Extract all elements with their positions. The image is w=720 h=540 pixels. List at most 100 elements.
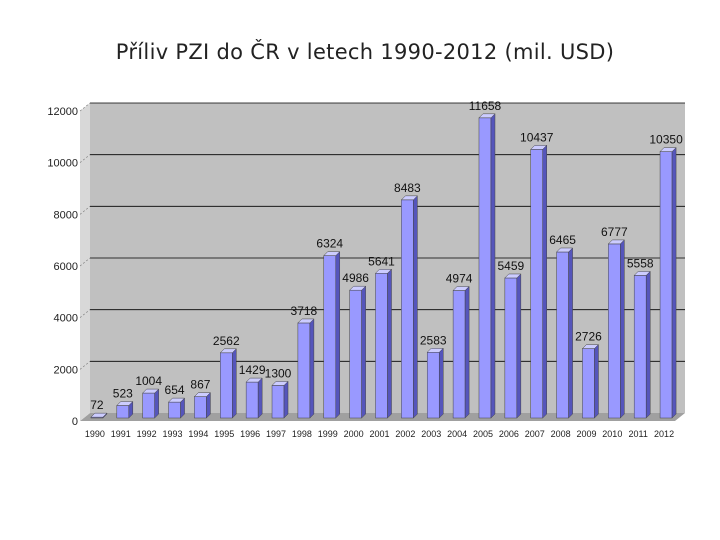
bar-side (335, 251, 341, 419)
bar (271, 380, 289, 419)
bar-top (193, 392, 212, 397)
bar-front (401, 199, 414, 419)
bar-side (645, 270, 651, 419)
bar (349, 285, 367, 419)
bar-top (426, 348, 444, 353)
bar-side (671, 147, 677, 419)
data-label: 6465 (549, 233, 576, 247)
y-tick-label: 8000 (54, 209, 78, 221)
bar (116, 400, 134, 419)
x-tick-label: 2008 (551, 429, 571, 439)
bar (245, 377, 263, 419)
y-tick-label: 4000 (54, 313, 78, 325)
bar (374, 268, 393, 419)
data-label: 10437 (520, 130, 554, 144)
x-tick-label: 2010 (602, 429, 622, 439)
bar-side (232, 348, 237, 419)
bar (193, 391, 212, 419)
x-tick-label: 1990 (85, 429, 105, 439)
bar-side (568, 247, 573, 419)
bar-top (400, 195, 418, 201)
x-tick-label: 1995 (214, 429, 234, 439)
bar-top (530, 145, 548, 150)
data-label: 867 (190, 378, 210, 392)
bar-top (349, 285, 367, 291)
data-label: 6324 (316, 237, 343, 251)
bar (323, 251, 341, 419)
bar-side (154, 388, 159, 419)
bar-top (323, 251, 341, 256)
bar (659, 147, 677, 419)
x-tick-label: 2007 (525, 429, 545, 439)
bar-front (116, 405, 130, 419)
bar (142, 388, 160, 419)
bar (426, 347, 444, 419)
bar-front (659, 151, 673, 419)
bar-front (426, 352, 440, 419)
x-tick-label: 2006 (499, 429, 519, 439)
x-tick-label: 1994 (188, 429, 208, 439)
data-label: 523 (113, 386, 133, 400)
bar-top (116, 401, 134, 406)
bar-side (620, 239, 625, 419)
bar-front (168, 401, 181, 419)
bar (555, 247, 574, 419)
data-label: 5459 (497, 259, 524, 273)
bar (581, 343, 600, 419)
bar-front (478, 117, 492, 419)
bar-side (542, 144, 547, 419)
bar-top (297, 318, 315, 324)
x-tick-label: 2005 (473, 429, 493, 439)
data-label: 11658 (469, 99, 502, 113)
bar-side (594, 343, 599, 419)
data-label: 6777 (601, 225, 628, 239)
data-label: 5558 (627, 256, 654, 270)
bar-front (608, 243, 621, 419)
bar-front (220, 352, 233, 419)
x-tick-label: 1999 (318, 429, 338, 439)
x-axis-ticks: 1990 1991 1992 1993 1994 1995 1996 1997 1998 1999… (85, 429, 674, 439)
bar-top (90, 412, 108, 418)
bar-side (387, 268, 392, 419)
data-label: 2726 (575, 330, 602, 344)
bar (167, 397, 186, 419)
bar-front (452, 290, 466, 419)
bar-front (142, 392, 155, 419)
x-tick-label: 1993 (163, 429, 183, 439)
x-tick-label: 2004 (447, 429, 467, 439)
data-label: 2562 (213, 334, 240, 348)
bar-top (504, 273, 522, 279)
data-label: 2583 (420, 333, 447, 347)
y-tick-label: 0 (72, 416, 78, 428)
bar-top (452, 286, 470, 291)
chart-title: Příliv PZI do ČR v letech 1990-2012 (mil… (115, 40, 615, 64)
data-label: 4974 (446, 272, 473, 286)
bar-top (633, 271, 651, 276)
x-tick-label: 1992 (137, 429, 157, 439)
bar-front (194, 396, 207, 419)
side-wall (80, 103, 90, 421)
bar-top (245, 377, 263, 383)
x-tick-label: 2001 (369, 429, 389, 439)
bar-front (245, 381, 259, 419)
bar-side (361, 285, 366, 419)
bar (452, 285, 470, 419)
bar (297, 318, 315, 419)
bar-front (375, 273, 388, 419)
x-tick-label: 2003 (421, 429, 441, 439)
data-label: 654 (165, 383, 185, 397)
data-label: 3718 (291, 304, 318, 318)
bar (530, 144, 548, 419)
bar-side (490, 113, 496, 419)
bar-front (349, 289, 362, 419)
x-tick-label: 1991 (111, 429, 131, 439)
data-label: 8483 (394, 181, 421, 195)
bar-side (413, 195, 418, 419)
bar-front (582, 348, 595, 419)
bar-side (257, 377, 263, 419)
bar-side (206, 391, 211, 419)
bar-side (438, 347, 444, 419)
data-label: 10350 (649, 133, 683, 147)
bar-top (219, 348, 237, 354)
